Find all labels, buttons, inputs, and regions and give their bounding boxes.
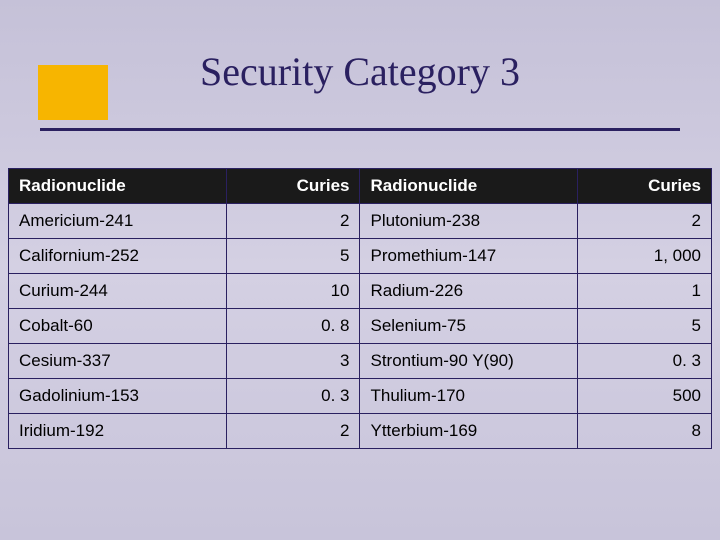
cell-radionuclide: Gadolinium-153 xyxy=(9,379,227,414)
table-row: Americium-241 2 Plutonium-238 2 xyxy=(9,204,712,239)
cell-curies: 2 xyxy=(578,204,712,239)
col-header-curies-2: Curies xyxy=(578,169,712,204)
cell-curies: 2 xyxy=(226,414,360,449)
cell-radionuclide: Plutonium-238 xyxy=(360,204,578,239)
table-header-row: Radionuclide Curies Radionuclide Curies xyxy=(9,169,712,204)
table-row: Cobalt-60 0. 8 Selenium-75 5 xyxy=(9,309,712,344)
cell-radionuclide: Californium-252 xyxy=(9,239,227,274)
cell-curies: 1 xyxy=(578,274,712,309)
cell-curies: 0. 3 xyxy=(578,344,712,379)
table-row: Iridium-192 2 Ytterbium-169 8 xyxy=(9,414,712,449)
cell-radionuclide: Selenium-75 xyxy=(360,309,578,344)
table-row: Cesium-337 3 Strontium-90 Y(90) 0. 3 xyxy=(9,344,712,379)
cell-radionuclide: Strontium-90 Y(90) xyxy=(360,344,578,379)
cell-curies: 3 xyxy=(226,344,360,379)
cell-radionuclide: Radium-226 xyxy=(360,274,578,309)
cell-curies: 8 xyxy=(578,414,712,449)
cell-radionuclide: Curium-244 xyxy=(9,274,227,309)
cell-curies: 500 xyxy=(578,379,712,414)
cell-curies: 0. 8 xyxy=(226,309,360,344)
table-row: Gadolinium-153 0. 3 Thulium-170 500 xyxy=(9,379,712,414)
cell-curies: 5 xyxy=(226,239,360,274)
cell-curies: 2 xyxy=(226,204,360,239)
cell-radionuclide: Iridium-192 xyxy=(9,414,227,449)
cell-curies: 1, 000 xyxy=(578,239,712,274)
cell-radionuclide: Cesium-337 xyxy=(9,344,227,379)
table-row: Californium-252 5 Promethium-147 1, 000 xyxy=(9,239,712,274)
cell-radionuclide: Ytterbium-169 xyxy=(360,414,578,449)
table-row: Curium-244 10 Radium-226 1 xyxy=(9,274,712,309)
cell-radionuclide: Promethium-147 xyxy=(360,239,578,274)
cell-radionuclide: Cobalt-60 xyxy=(9,309,227,344)
cell-radionuclide: Thulium-170 xyxy=(360,379,578,414)
cell-curies: 5 xyxy=(578,309,712,344)
cell-curies: 0. 3 xyxy=(226,379,360,414)
col-header-curies-1: Curies xyxy=(226,169,360,204)
col-header-radionuclide-2: Radionuclide xyxy=(360,169,578,204)
cell-curies: 10 xyxy=(226,274,360,309)
page-title: Security Category 3 xyxy=(0,48,720,95)
radionuclide-table-wrap: Radionuclide Curies Radionuclide Curies … xyxy=(8,168,712,449)
radionuclide-table: Radionuclide Curies Radionuclide Curies … xyxy=(8,168,712,449)
title-underline xyxy=(40,128,680,131)
col-header-radionuclide-1: Radionuclide xyxy=(9,169,227,204)
cell-radionuclide: Americium-241 xyxy=(9,204,227,239)
